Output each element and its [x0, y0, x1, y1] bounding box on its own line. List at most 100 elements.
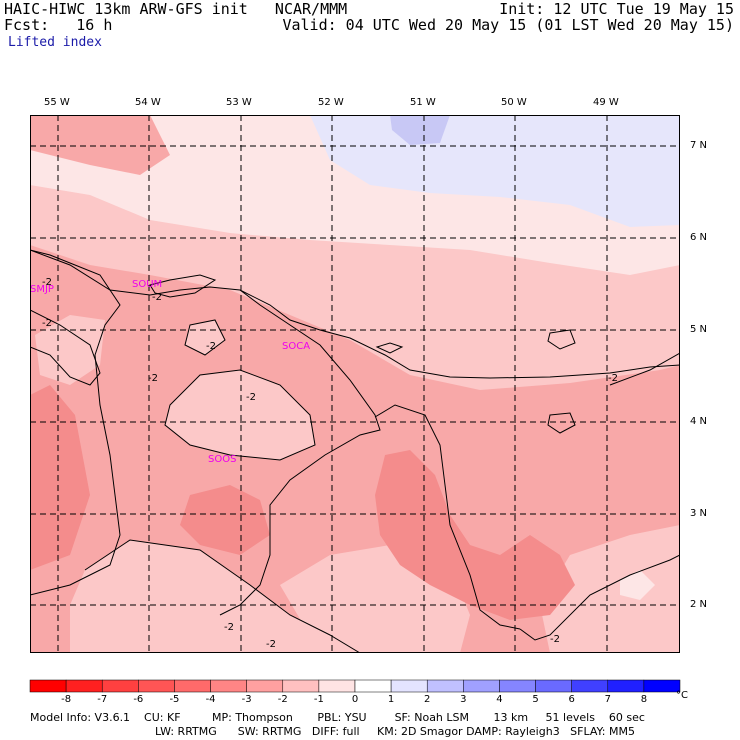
color-scale-swatch — [643, 679, 681, 693]
color-scale-bar: -8 -7 -6 -5 -4 -3 -2 -1 0 1 2 3 4 5 6 7 8 °C — [29, 679, 688, 702]
contour-islet-east — [547, 329, 576, 350]
border-guyane-brazil — [374, 404, 521, 630]
color-scale-tick-label: 5 — [532, 694, 538, 702]
color-scale-tick-label: -6 — [133, 694, 143, 702]
contour-label: -2 — [550, 634, 560, 645]
field-neg1-interior-b — [35, 315, 105, 385]
color-scale-swatch — [138, 679, 175, 693]
field-neg3-central — [375, 450, 575, 620]
contour-south-arc — [84, 539, 361, 653]
color-scale-swatch — [29, 679, 67, 693]
lon-label-50w: 50 W — [501, 97, 527, 108]
color-scale-swatch — [354, 679, 392, 693]
field-name: Lifted index — [8, 35, 102, 50]
station-soos: SOOS — [208, 454, 236, 465]
field-pos1-north — [310, 115, 680, 227]
color-scale-tick-label: -2 — [278, 694, 288, 702]
color-scale-tick-label: 3 — [460, 694, 466, 702]
lat-label-4n: 4 N — [690, 416, 708, 427]
color-scale-swatch — [571, 679, 609, 693]
field-neg1-interior-c — [185, 320, 225, 355]
lat-label-5n: 5 N — [690, 324, 708, 335]
contour-river-north — [149, 274, 217, 298]
color-scale-swatch — [390, 679, 428, 693]
model-info-line1: Model Info: V3.6.1 CU: KF MP: Thompson P… — [30, 711, 645, 724]
forecast-hour: Fcst: 16 h — [4, 16, 113, 34]
valid-time: Valid: 04 UTC Wed 20 May 15 (01 LST Wed … — [282, 16, 734, 34]
color-scale-swatch — [174, 679, 211, 693]
station-soca: SOCA — [282, 341, 310, 352]
lat-label-6n: 6 N — [690, 232, 708, 243]
lon-label-55w: 55 W — [44, 97, 70, 108]
color-scale-swatch — [210, 679, 247, 693]
color-scale-tick-label: 8 — [641, 694, 647, 702]
color-scale-swatches — [29, 679, 681, 693]
contour-islet-south — [547, 412, 576, 434]
color-scale-tick-label: 6 — [568, 694, 574, 702]
color-scale-swatch — [101, 679, 139, 693]
lon-label-51w: 51 W — [410, 97, 436, 108]
lon-label-52w: 52 W — [318, 97, 344, 108]
lon-label-53w: 53 W — [226, 97, 252, 108]
lon-label-54w: 54 W — [135, 97, 161, 108]
field-neg1-south — [70, 540, 360, 653]
lon-label-49w: 49 W — [593, 97, 619, 108]
color-scale-swatch — [282, 679, 320, 693]
color-scale-tick-label: -1 — [314, 694, 324, 702]
init-time: Init: 12 UTC Tue 19 May 15 — [499, 0, 734, 18]
field-neg3-mid — [180, 485, 270, 555]
color-scale-swatch — [246, 679, 284, 693]
color-scale-swatch — [318, 679, 356, 693]
color-scale-tick-label: -8 — [61, 694, 71, 702]
color-scale-swatch — [607, 679, 645, 693]
field-neg3-west — [30, 385, 90, 570]
color-scale-swatch — [499, 679, 536, 693]
contour-label: -2 — [246, 392, 256, 403]
contour-east-edge — [609, 352, 680, 386]
contour-label: -2 — [148, 373, 158, 384]
lifted-index-map: -2 -2 -2 -2 -2 -2 -2 -2 -2 -2 SMJP SOUM … — [30, 115, 680, 653]
contour-label: -2 — [206, 341, 216, 352]
contour-labels: -2 -2 -2 -2 -2 -2 -2 -2 -2 -2 — [42, 277, 618, 650]
color-scale-swatch — [535, 679, 572, 693]
contour-label: -2 — [152, 292, 162, 303]
color-scale-tick-labels: -8 -7 -6 -5 -4 -3 -2 -1 0 1 2 3 4 5 6 7 8 — [61, 694, 647, 702]
model-info-line2: LW: RRTMG SW: RRTMG DIFF: full KM: 2D Sm… — [155, 725, 635, 738]
lat-label-3n: 3 N — [690, 508, 708, 519]
lat-label-2n: 2 N — [690, 599, 708, 610]
station-soum: SOUM — [132, 279, 162, 290]
field-zero-southeast — [620, 570, 655, 600]
lat-label-7n: 7 N — [690, 140, 708, 151]
station-smjp: SMJP — [30, 284, 54, 295]
lat-lon-grid — [30, 115, 680, 653]
model-title: HAIC-HIWC 13km ARW-GFS init NCAR/MMM — [4, 0, 348, 18]
border-suriname-west — [30, 249, 121, 596]
contour-islet-coast — [375, 342, 404, 354]
field-neg1-interior-a — [165, 370, 315, 460]
map-frame — [30, 115, 680, 653]
color-scale-swatch — [463, 679, 500, 693]
contour-interior-large — [164, 369, 316, 461]
contour-interior — [184, 319, 226, 356]
contour-label: -2 — [224, 622, 234, 633]
color-scale-tick-label: -3 — [242, 694, 252, 702]
color-scale-swatch — [426, 679, 464, 693]
color-scale-tick-label: -7 — [97, 694, 107, 702]
contour-west-loop — [30, 309, 101, 386]
color-scale-tick-label: -5 — [169, 694, 179, 702]
color-scale-tick-label: -4 — [206, 694, 216, 702]
field-neg2-northwest — [30, 115, 170, 175]
contour-label: -2 — [42, 277, 52, 288]
field-pos2-patch — [390, 115, 450, 145]
color-scale-tick-label: 0 — [352, 694, 358, 702]
color-scale-tick-label: 4 — [496, 694, 502, 702]
border-oyapock — [519, 554, 680, 641]
color-scale-tick-label: 2 — [424, 694, 430, 702]
border-suriname-guyane — [219, 289, 381, 616]
color-scale-tick-label: 7 — [605, 694, 611, 702]
color-scale-unit: °C — [676, 690, 688, 701]
contour-label: -2 — [608, 373, 618, 384]
color-scale-tick-label: 1 — [388, 694, 394, 702]
color-scale-swatch — [65, 679, 103, 693]
stations: SMJP SOUM SOCA SOOS — [30, 279, 310, 465]
